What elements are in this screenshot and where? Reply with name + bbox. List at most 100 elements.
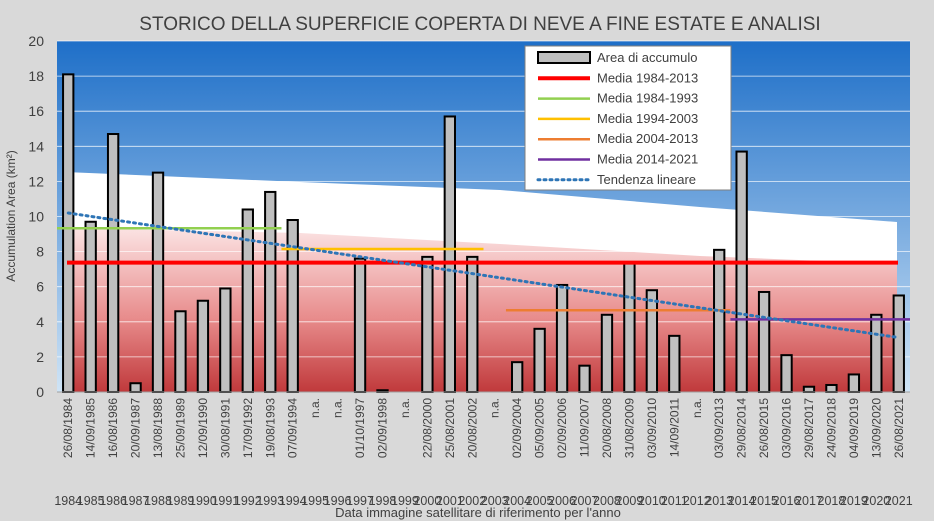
bar <box>84 220 97 393</box>
x-tick-date: 26/08/2021 <box>892 398 906 458</box>
bar <box>196 299 210 393</box>
x-tick-date: 02/09/1998 <box>375 398 389 458</box>
bar <box>129 382 142 394</box>
x-tick-date: n.a. <box>398 398 412 418</box>
x-tick-date: 13/09/2020 <box>869 398 883 458</box>
bar <box>511 361 524 394</box>
x-tick-year: 1995 <box>301 494 329 508</box>
legend-entry-label: Media 1984-2013 <box>597 70 698 85</box>
x-tick-date: 03/09/2013 <box>712 398 726 458</box>
y-tick-label: 10 <box>28 209 44 225</box>
bar <box>578 364 591 393</box>
x-tick-year: 1998 <box>369 494 397 508</box>
x-tick-date: 01/10/1997 <box>353 398 367 458</box>
x-tick-year: 1993 <box>256 494 284 508</box>
bar <box>421 255 434 393</box>
x-tick-date: 29/08/2014 <box>735 398 749 458</box>
x-tick-year: 1996 <box>324 494 352 508</box>
legend-entry-label: Media 2014-2021 <box>597 152 698 167</box>
x-tick-date: 20/08/2002 <box>465 398 479 458</box>
bar <box>645 289 659 393</box>
x-tick-year: 2009 <box>616 494 644 508</box>
x-tick-date: 26/08/1984 <box>61 398 75 458</box>
x-tick-year: 2006 <box>548 494 576 508</box>
x-tick-date: 22/08/2000 <box>420 398 434 458</box>
bar <box>466 255 479 393</box>
y-tick-label: 0 <box>36 384 44 400</box>
bar <box>780 354 793 393</box>
legend-entry-label: Media 2004-2013 <box>597 131 698 146</box>
x-tick-year: 2008 <box>593 494 621 508</box>
x-tick-year: 2018 <box>818 494 846 508</box>
x-tick-year: 1987 <box>122 494 150 508</box>
x-tick-date: 05/09/2005 <box>533 398 547 458</box>
bar <box>713 248 726 393</box>
bar <box>174 310 187 393</box>
legend-entry-label: Area di accumulo <box>597 50 697 65</box>
x-tick-year: 2001 <box>436 494 464 508</box>
x-tick-year: 2011 <box>661 494 688 508</box>
x-tick-year: 2019 <box>840 494 868 508</box>
x-tick-year: 1990 <box>189 494 217 508</box>
y-tick-label: 12 <box>28 173 44 189</box>
y-tick-label: 18 <box>28 68 44 84</box>
y-tick-label: 20 <box>28 33 44 49</box>
bar <box>870 313 883 393</box>
x-tick-year: 2017 <box>795 494 823 508</box>
legend-entry-label: Tendenza lineare <box>597 172 696 187</box>
bar <box>443 115 456 393</box>
x-tick-date: 02/09/2006 <box>555 398 569 458</box>
bar <box>555 283 569 394</box>
x-tick-year: 2000 <box>413 494 441 508</box>
x-tick-year: 1999 <box>391 494 419 508</box>
x-tick-date: 26/08/2015 <box>757 398 771 458</box>
x-tick-date: n.a. <box>308 398 322 418</box>
y-tick-label: 4 <box>36 314 44 330</box>
x-tick-year: 2007 <box>571 494 599 508</box>
x-tick-date: 03/09/2016 <box>780 398 794 458</box>
x-tick-year: 1997 <box>346 494 374 508</box>
x-tick-date: n.a. <box>690 398 704 418</box>
bar <box>847 373 861 394</box>
x-tick-year: 2014 <box>728 494 756 508</box>
bar <box>735 150 748 393</box>
x-tick-year: 1984 <box>54 494 82 508</box>
x-tick-year: 2005 <box>526 494 554 508</box>
legend-bar-swatch <box>537 51 591 64</box>
x-tick-year: 2012 <box>683 494 711 508</box>
y-tick-label: 2 <box>36 349 44 365</box>
x-tick-year: 1989 <box>167 494 195 508</box>
y-tick-label: 14 <box>28 138 44 154</box>
bar <box>62 73 75 393</box>
x-tick-date: 30/08/1991 <box>218 398 232 458</box>
x-tick-year: 1992 <box>234 494 262 508</box>
bar <box>264 190 277 393</box>
legend-entry-label: Media 1994-2003 <box>597 111 698 126</box>
y-axis-label: Accumulation Area (km²) <box>4 150 18 281</box>
bar <box>151 171 165 393</box>
bar <box>757 290 771 393</box>
x-tick-date: 20/08/2008 <box>600 398 614 458</box>
trend-line-path <box>66 211 901 340</box>
x-tick-year: 2003 <box>481 494 509 508</box>
x-tick-date: 31/08/2009 <box>622 398 636 458</box>
x-tick-date: 16/08/1986 <box>106 398 120 458</box>
bar <box>600 313 614 393</box>
x-axis: 26/08/1984 14/09/1985 16/08/1986 20/09/1987… <box>54 391 913 508</box>
x-tick-date: 29/08/2017 <box>802 398 816 458</box>
x-tick-date: 24/09/2018 <box>824 398 838 458</box>
x-tick-year: 2010 <box>638 494 666 508</box>
x-tick-date: 12/09/1990 <box>196 398 210 458</box>
x-tick-year: 2020 <box>862 494 890 508</box>
x-tick-date: 11/09/2007 <box>578 398 592 457</box>
x-tick-year: 2004 <box>503 494 531 508</box>
x-tick-year: 1986 <box>99 494 127 508</box>
x-tick-date: 14/09/1985 <box>84 398 98 458</box>
legend-entry-label: Media 1984-1993 <box>597 91 698 106</box>
x-tick-date: n.a. <box>331 398 345 418</box>
x-tick-date: 25/09/1989 <box>173 398 187 458</box>
x-tick-date: 14/09/2011 <box>667 398 681 457</box>
bar <box>892 294 905 394</box>
